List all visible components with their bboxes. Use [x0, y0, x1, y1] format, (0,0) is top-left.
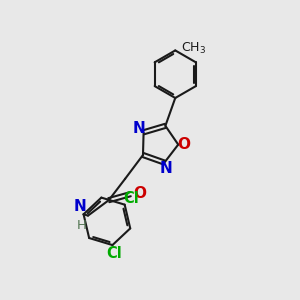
Text: H: H — [76, 219, 86, 232]
Text: Cl: Cl — [106, 246, 122, 261]
Text: N: N — [74, 200, 86, 214]
Text: N: N — [133, 121, 145, 136]
Text: CH$_3$: CH$_3$ — [181, 40, 206, 56]
Text: O: O — [133, 186, 146, 201]
Text: O: O — [177, 137, 190, 152]
Text: Cl: Cl — [123, 191, 139, 206]
Text: N: N — [160, 161, 172, 176]
